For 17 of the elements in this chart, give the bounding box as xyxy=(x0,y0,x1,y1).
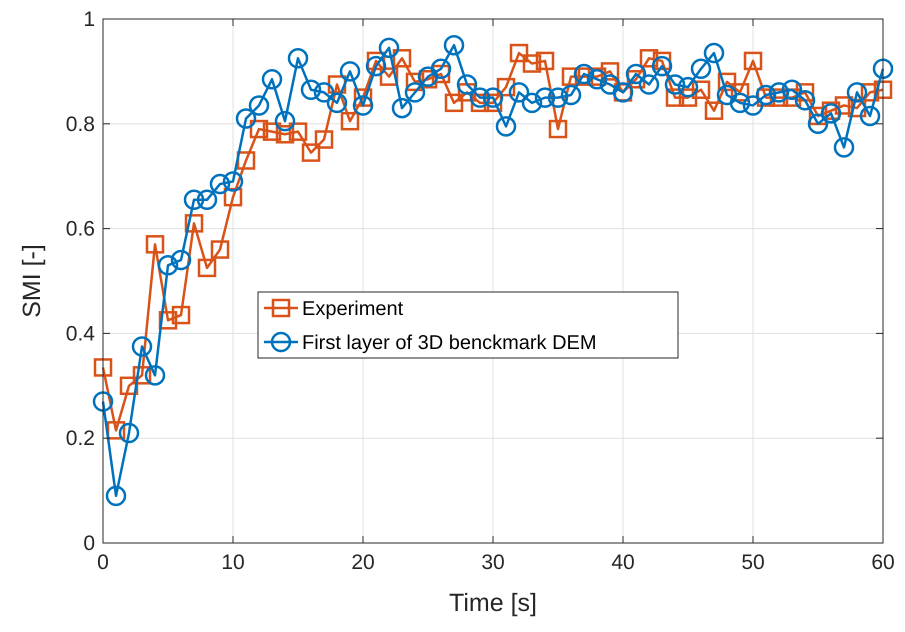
x-tick-label: 40 xyxy=(611,551,635,574)
y-tick-label: 0.2 xyxy=(66,427,95,450)
y-axis-title: SMI [-] xyxy=(18,244,46,318)
x-tick-label: 50 xyxy=(741,551,765,574)
legend-label: Experiment xyxy=(302,298,404,320)
x-tick-label: 0 xyxy=(97,551,109,574)
y-tick-label: 0.6 xyxy=(66,218,95,241)
y-tick-label: 0.4 xyxy=(66,322,96,346)
y-tick-label: 1 xyxy=(83,8,95,31)
x-tick-label: 60 xyxy=(871,551,895,574)
y-tick-label: 0 xyxy=(83,532,95,555)
legend-label: First layer of 3D benckmark DEM xyxy=(302,332,597,354)
x-tick-label: 10 xyxy=(221,551,245,574)
x-axis-title: Time [s] xyxy=(449,589,537,617)
x-tick-label: 30 xyxy=(481,551,505,574)
x-tick-label: 20 xyxy=(351,551,375,574)
y-tick-label: 0.8 xyxy=(66,112,95,136)
